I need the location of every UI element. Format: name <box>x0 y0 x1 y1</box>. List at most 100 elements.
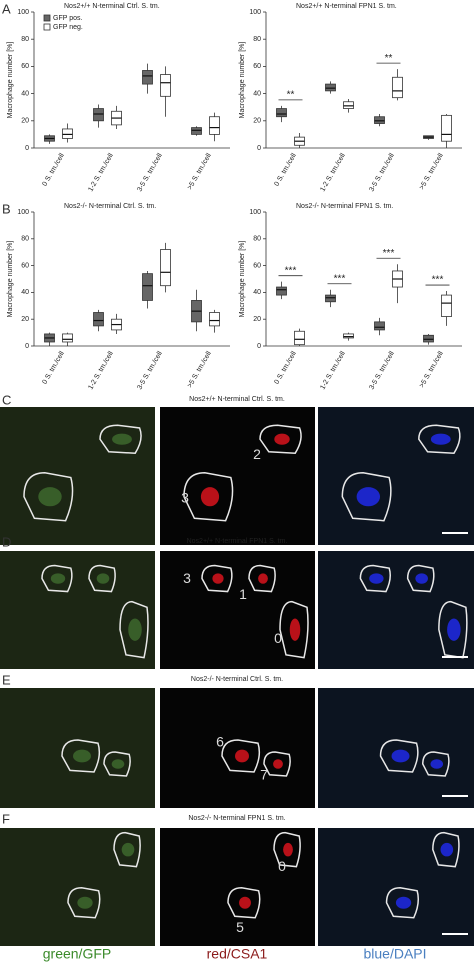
panel-label: E <box>2 672 11 687</box>
nucleus <box>212 573 224 584</box>
x-tick-label: 1-2 S. tm./cell <box>319 152 347 193</box>
cell-outline <box>99 424 142 454</box>
cell-outline <box>248 564 276 593</box>
nucleus <box>369 573 384 584</box>
y-axis-label: Macrophage number [%] <box>7 42 14 119</box>
significance-label: *** <box>285 265 297 276</box>
channel-label: blue/DAPI <box>363 946 426 962</box>
legend-label: GFP pos. <box>53 15 82 22</box>
micrograph <box>160 551 315 669</box>
y-tick-label: 80 <box>253 236 261 243</box>
significance-label: *** <box>432 275 444 286</box>
cell-count: 6 <box>216 734 224 750</box>
nucleus <box>121 842 135 857</box>
x-tick-label: 3-5 S. tm./cell <box>368 152 396 193</box>
x-tick-label: 3-5 S. tm./cell <box>368 350 396 391</box>
y-tick-label: 100 <box>249 9 261 16</box>
significance-label: ** <box>287 89 295 100</box>
cell-outline <box>183 471 234 522</box>
box <box>374 116 385 124</box>
cell-count: 1 <box>239 586 247 602</box>
box <box>423 334 434 343</box>
box <box>160 74 171 97</box>
cell-outline <box>263 751 291 777</box>
box <box>209 312 220 327</box>
y-tick-label: 60 <box>21 262 29 269</box>
panel-label: A <box>2 1 11 16</box>
cell-outline <box>23 471 74 522</box>
box <box>191 127 202 135</box>
nucleus <box>430 433 451 445</box>
nucleus <box>430 759 444 769</box>
x-tick-label: 3-5 S. tm./cell <box>136 152 164 193</box>
y-tick-label: 40 <box>21 289 29 296</box>
channel-label: green/GFP <box>43 946 111 962</box>
cell-outline <box>113 831 141 868</box>
x-tick-label: 1-2 S. tm./cell <box>87 350 115 391</box>
cell-outline <box>88 564 116 593</box>
y-tick-label: 100 <box>17 9 29 16</box>
panel-label: B <box>2 201 11 216</box>
y-axis-label: Macrophage number [%] <box>239 241 246 318</box>
nucleus <box>440 842 454 857</box>
y-tick-label: 80 <box>21 36 29 43</box>
chart-title: Nos2+/+ N-terminal Ctrl. S. tm. <box>64 3 160 10</box>
legend-swatch <box>43 23 51 31</box>
nucleus <box>289 618 301 641</box>
y-tick-label: 40 <box>253 90 261 97</box>
cell-count: 7 <box>260 767 268 783</box>
cell-count: 0 <box>278 858 286 874</box>
micrograph-title: Nos2+/+ N-terminal FPN1 S. tm. <box>187 538 288 545</box>
channel-label: red/CSA1 <box>207 946 268 962</box>
y-tick-label: 0 <box>257 145 261 152</box>
legend-label: GFP neg. <box>53 24 83 31</box>
micrograph-title: Nos2+/+ N-terminal Ctrl. S. tm. <box>189 396 285 403</box>
cell-outline <box>341 471 392 522</box>
micrograph <box>0 688 155 808</box>
nucleus <box>356 487 381 507</box>
nucleus <box>77 896 93 909</box>
cell-outline <box>227 886 261 919</box>
cell-count: 3 <box>181 490 189 506</box>
nucleus <box>200 487 220 507</box>
micrograph <box>160 407 315 545</box>
cell-outline <box>279 600 309 659</box>
y-tick-label: 20 <box>21 118 29 125</box>
x-tick-label: 3-5 S. tm./cell <box>136 350 164 391</box>
x-tick-label: 0 S. tm./cell <box>273 350 298 386</box>
y-tick-label: 0 <box>25 145 29 152</box>
x-tick-label: >5 S. tm./cell <box>186 152 213 191</box>
y-tick-label: 60 <box>21 63 29 70</box>
cell-outline <box>406 564 435 593</box>
x-tick-label: 0 S. tm./cell <box>41 350 66 386</box>
micrograph-title: Nos2-/- N-terminal FPN1 S. tm. <box>188 815 285 822</box>
box <box>93 108 104 122</box>
box <box>392 76 403 99</box>
cell-outline <box>201 564 233 593</box>
nucleus <box>128 618 142 641</box>
box <box>93 312 104 327</box>
box <box>276 286 287 296</box>
nucleus <box>447 618 461 641</box>
box <box>294 330 305 346</box>
micrograph <box>0 551 155 669</box>
chart-title: Nos2-/- N-terminal FPN1 S. tm. <box>296 203 393 210</box>
y-tick-label: 0 <box>257 343 261 350</box>
cell-count: 5 <box>236 919 244 935</box>
y-tick-label: 20 <box>253 118 261 125</box>
nucleus <box>283 842 293 857</box>
cell-outline <box>359 564 391 593</box>
nucleus <box>391 749 410 763</box>
cell-count: 0 <box>274 630 282 646</box>
y-tick-label: 80 <box>21 236 29 243</box>
chart-title: Nos2+/+ N-terminal FPN1 S. tm. <box>296 3 397 10</box>
cell-outline <box>418 424 461 454</box>
x-tick-label: >5 S. tm./cell <box>186 350 213 389</box>
panel-label: F <box>2 811 10 826</box>
y-tick-label: 0 <box>25 343 29 350</box>
cell-outline <box>61 739 101 773</box>
y-tick-label: 60 <box>253 63 261 70</box>
nucleus <box>111 759 125 769</box>
box <box>441 114 452 142</box>
box <box>62 128 73 139</box>
